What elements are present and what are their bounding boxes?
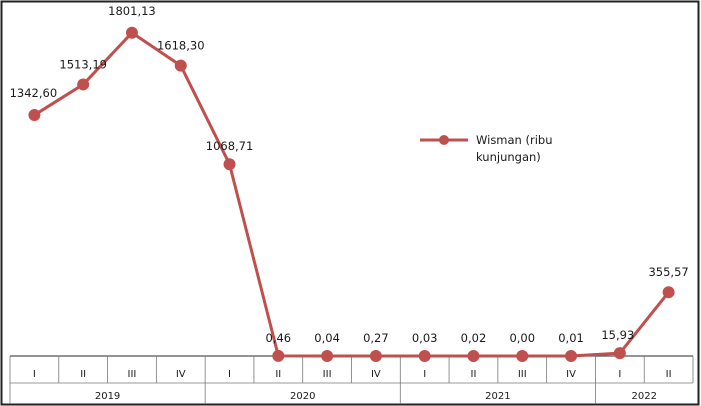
data-label: 1513,19 (59, 57, 107, 71)
data-point (418, 349, 431, 362)
data-label: 0,00 (509, 331, 535, 345)
data-point (516, 350, 529, 362)
x-tick-label: II (471, 369, 477, 380)
x-tick-label: IV (176, 369, 186, 380)
year-label: 2020 (290, 391, 315, 402)
data-label: 0,46 (266, 331, 292, 345)
x-tick-label: I (33, 369, 36, 380)
data-label: 0,01 (558, 331, 584, 345)
data-label: 1618,30 (157, 39, 205, 53)
series-line (33, 31, 670, 358)
data-label: 0,03 (412, 331, 438, 345)
year-label: 2019 (95, 391, 120, 402)
data-label: 0,04 (314, 331, 340, 345)
data-point (223, 158, 236, 171)
x-tick-label: III (323, 369, 332, 380)
data-labels: 1342,60 1513,19 1801,13 1618,30 1068,71 0,46 0… (10, 4, 689, 345)
data-point (321, 349, 334, 362)
legend-label: kunjungan) (476, 150, 541, 164)
x-tick-label: I (228, 369, 231, 380)
x-tick-label: I (618, 369, 621, 380)
data-point (174, 59, 187, 72)
data-label: 0,27 (363, 331, 389, 345)
data-point (662, 286, 675, 299)
data-point (613, 347, 626, 360)
year-label: 2022 (631, 391, 656, 402)
data-label: 0,02 (461, 331, 487, 345)
data-label: 355,57 (648, 265, 688, 279)
x-tick-label: II (666, 369, 672, 380)
legend-label: Wisman (ribu (476, 133, 553, 147)
data-point (28, 109, 41, 122)
x-tick-label: II (80, 369, 86, 380)
data-label: 15,93 (601, 328, 634, 342)
legend-swatch-marker (439, 135, 449, 145)
data-point (77, 78, 90, 91)
year-label: 2021 (485, 391, 510, 402)
series-wisman (28, 26, 675, 362)
x-tick-label: III (128, 369, 137, 380)
data-label: 1342,60 (10, 86, 58, 100)
data-label: 1801,13 (108, 4, 156, 18)
data-point (565, 349, 578, 362)
data-point (467, 349, 480, 362)
x-tick-label: IV (566, 369, 576, 380)
x-tick-label: IV (371, 369, 381, 380)
x-tick-label: III (518, 369, 527, 380)
data-point (272, 349, 285, 362)
data-point (125, 26, 138, 39)
x-tick-label: I (423, 369, 426, 380)
x-tick-label: II (275, 369, 281, 380)
data-label: 1068,71 (206, 139, 254, 153)
legend: Wisman (ribu kunjungan) (420, 133, 553, 164)
data-point (369, 349, 382, 362)
